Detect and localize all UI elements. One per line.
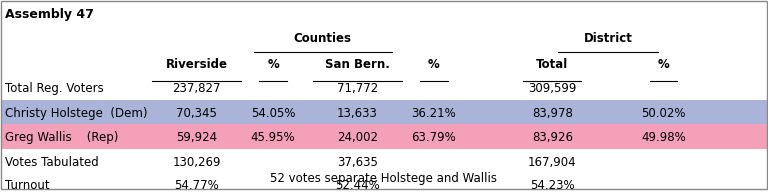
Text: 50.02%: 50.02% [641, 107, 686, 120]
Text: 237,827: 237,827 [172, 82, 220, 95]
Text: 54.23%: 54.23% [530, 179, 574, 192]
Text: 52.44%: 52.44% [335, 179, 379, 192]
Text: District: District [584, 32, 632, 45]
Text: Turnout: Turnout [5, 179, 50, 192]
Text: Total: Total [536, 58, 568, 71]
Text: 309,599: 309,599 [528, 82, 577, 95]
Text: Votes Tabulated: Votes Tabulated [5, 156, 99, 169]
Text: 59,924: 59,924 [176, 131, 217, 144]
Text: 83,978: 83,978 [532, 107, 573, 120]
Text: Riverside: Riverside [166, 58, 227, 71]
Text: San Bern.: San Bern. [325, 58, 389, 71]
Text: 167,904: 167,904 [528, 156, 577, 169]
Text: 24,002: 24,002 [336, 131, 378, 144]
Text: 71,772: 71,772 [336, 82, 378, 95]
Text: 45.95%: 45.95% [250, 131, 296, 144]
FancyBboxPatch shape [2, 100, 766, 124]
Text: 83,926: 83,926 [532, 131, 573, 144]
Text: 54.05%: 54.05% [251, 107, 295, 120]
Text: 49.98%: 49.98% [641, 131, 686, 144]
Text: Total Reg. Voters: Total Reg. Voters [5, 82, 104, 95]
Text: Greg Wallis    (Rep): Greg Wallis (Rep) [5, 131, 118, 144]
Text: 70,345: 70,345 [176, 107, 217, 120]
Text: 63.79%: 63.79% [412, 131, 456, 144]
Text: 37,635: 37,635 [337, 156, 378, 169]
FancyBboxPatch shape [2, 124, 766, 149]
Text: 36.21%: 36.21% [412, 107, 456, 120]
Text: 13,633: 13,633 [337, 107, 378, 120]
Text: Christy Holstege  (Dem): Christy Holstege (Dem) [5, 107, 147, 120]
Text: Assembly 47: Assembly 47 [5, 8, 94, 21]
Text: Counties: Counties [294, 32, 352, 45]
Text: %: % [267, 58, 279, 71]
Text: %: % [428, 58, 439, 71]
Text: %: % [657, 58, 669, 71]
Text: 52 votes separate Holstege and Wallis: 52 votes separate Holstege and Wallis [270, 172, 498, 185]
Text: 130,269: 130,269 [172, 156, 220, 169]
Text: 54.77%: 54.77% [174, 179, 219, 192]
